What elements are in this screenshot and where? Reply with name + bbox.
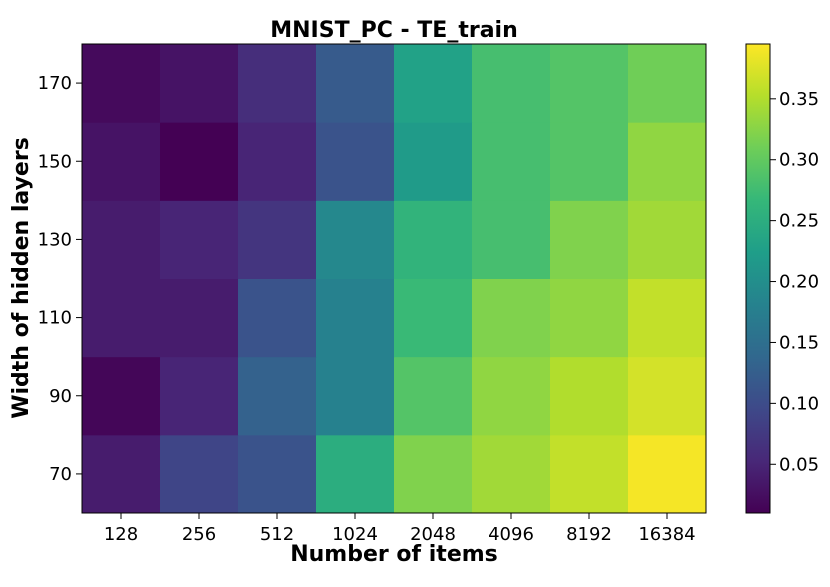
heatmap-cell bbox=[160, 44, 239, 123]
heatmap-cell bbox=[316, 200, 395, 279]
colorbar bbox=[745, 43, 771, 514]
heatmap-cell bbox=[160, 356, 239, 436]
heatmap-cell bbox=[82, 200, 161, 279]
heatmap-cell bbox=[472, 200, 551, 279]
heatmap-cell bbox=[238, 434, 317, 514]
y-tick-label: 170 bbox=[38, 73, 72, 94]
x-tick-label: 512 bbox=[260, 524, 294, 545]
heatmap-cell bbox=[160, 122, 239, 201]
x-tick-label: 2048 bbox=[410, 524, 456, 545]
heatmap-cell bbox=[472, 356, 551, 436]
heatmap-cell bbox=[160, 278, 239, 358]
colorbar-ticks: 0.05 0.10 0.15 0.20 0.25 0.30 0.35 bbox=[770, 89, 819, 475]
heatmap-cell bbox=[316, 434, 395, 514]
heatmap-cell bbox=[82, 434, 161, 514]
x-tick-label: 4096 bbox=[488, 524, 534, 545]
heatmap-cell bbox=[238, 44, 317, 123]
heatmap-cell bbox=[628, 278, 707, 358]
y-axis-title: Width of hidden layers bbox=[9, 137, 34, 419]
heatmap-cells bbox=[82, 44, 707, 514]
heatmap-cell bbox=[550, 278, 629, 358]
heatmap-cell bbox=[472, 44, 551, 123]
y-axis: 70 90 110 130 150 170 bbox=[38, 73, 82, 485]
chart-title: MNIST_PC - TE_train bbox=[270, 18, 518, 43]
heatmap-cell bbox=[628, 122, 707, 201]
heatmap-cell bbox=[628, 434, 707, 514]
heatmap-cell bbox=[316, 44, 395, 123]
heatmap-cell bbox=[238, 200, 317, 279]
heatmap-cell bbox=[238, 356, 317, 436]
heatmap-cell bbox=[472, 278, 551, 358]
heatmap-cell bbox=[394, 122, 473, 201]
y-tick-label: 110 bbox=[38, 308, 72, 329]
heatmap-cell bbox=[316, 356, 395, 436]
heatmap-cell bbox=[628, 200, 707, 279]
heatmap-cell bbox=[160, 434, 239, 514]
x-tick-label: 8192 bbox=[566, 524, 612, 545]
colorbar-tick-label: 0.20 bbox=[779, 272, 819, 293]
colorbar-tick-label: 0.35 bbox=[779, 89, 819, 110]
heatmap-cell bbox=[82, 44, 161, 123]
plot-frame bbox=[81, 43, 707, 514]
heatmap-cell bbox=[394, 200, 473, 279]
heatmap-cell bbox=[82, 278, 161, 358]
x-axis: 128 256 512 1024 2048 4096 8192 16384 bbox=[104, 513, 696, 545]
heatmap-cell bbox=[238, 122, 317, 201]
x-tick-label: 128 bbox=[104, 524, 138, 545]
y-tick-label: 90 bbox=[49, 386, 72, 407]
y-tick-label: 150 bbox=[38, 151, 72, 172]
colorbar-tick-label: 0.30 bbox=[779, 150, 819, 171]
x-tick-label: 256 bbox=[182, 524, 216, 545]
y-tick-label: 130 bbox=[38, 229, 72, 250]
x-tick-label: 16384 bbox=[638, 524, 695, 545]
heatmap-cell bbox=[394, 278, 473, 358]
heatmap-cell bbox=[628, 44, 707, 123]
colorbar-tick-label: 0.25 bbox=[779, 211, 819, 232]
colorbar-tick-label: 0.10 bbox=[779, 393, 819, 414]
heatmap-cell bbox=[472, 434, 551, 514]
heatmap-cell bbox=[472, 122, 551, 201]
heatmap-cell bbox=[82, 122, 161, 201]
heatmap-cell bbox=[160, 200, 239, 279]
x-tick-label: 1024 bbox=[332, 524, 378, 545]
colorbar-tick-label: 0.05 bbox=[779, 454, 819, 475]
colorbar-tick-label: 0.15 bbox=[779, 332, 819, 353]
heatmap-cell bbox=[394, 434, 473, 514]
heatmap-cell bbox=[316, 278, 395, 358]
heatmap-cell bbox=[550, 44, 629, 123]
heatmap-cell bbox=[394, 44, 473, 123]
heatmap-cell bbox=[394, 356, 473, 436]
heatmap-cell bbox=[82, 356, 161, 436]
y-tick-label: 70 bbox=[49, 464, 72, 485]
heatmap-cell bbox=[550, 200, 629, 279]
x-axis-title: Number of items bbox=[290, 542, 498, 567]
heatmap-cell bbox=[238, 278, 317, 358]
heatmap-cell bbox=[316, 122, 395, 201]
heatmap-cell bbox=[628, 356, 707, 436]
heatmap-cell bbox=[550, 122, 629, 201]
heatmap-cell bbox=[550, 434, 629, 514]
heatmap-cell bbox=[550, 356, 629, 436]
